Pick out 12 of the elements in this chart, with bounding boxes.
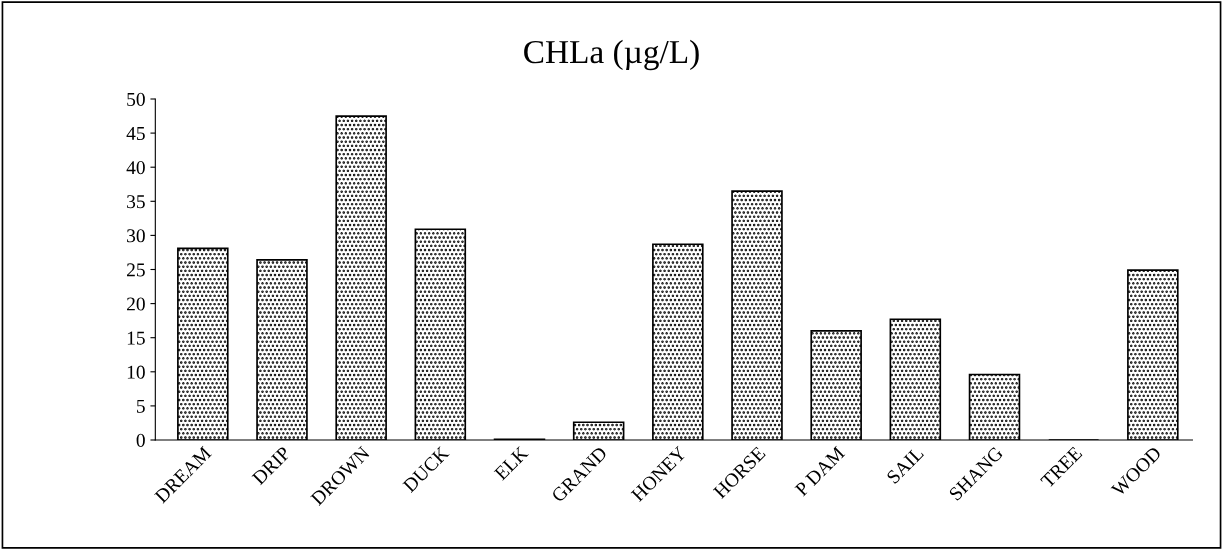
y-tick-label: 35 — [127, 195, 145, 209]
y-tick-label: 0 — [136, 433, 145, 447]
y-tick-label: 20 — [127, 297, 145, 311]
y-tick-label: 15 — [127, 331, 145, 345]
y-tick-label: 30 — [127, 229, 145, 243]
y-tick-label: 5 — [137, 399, 145, 413]
y-tick-label: 40 — [126, 161, 145, 175]
y-tick-label: 25 — [127, 263, 145, 277]
y-tick-label: 45 — [126, 127, 145, 141]
y-tick-label: 50 — [127, 92, 145, 106]
chart-title: CHLa (µg/L) — [524, 39, 699, 71]
y-tick-label: 10 — [127, 365, 145, 379]
